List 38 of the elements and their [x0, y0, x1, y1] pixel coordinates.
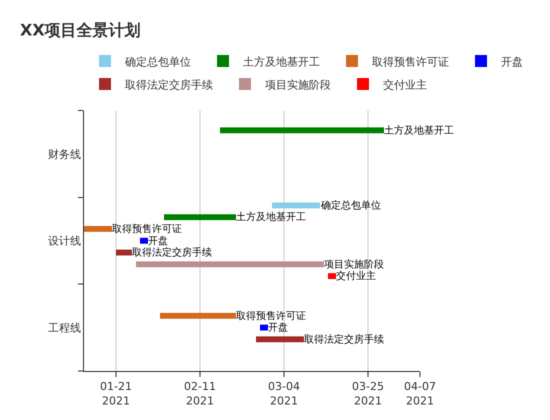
x-tick-label: 01-21 2021: [100, 380, 132, 408]
legend-label: 取得预售许可证: [372, 55, 449, 68]
bar: [256, 336, 304, 342]
data-label: 交付业主: [336, 270, 376, 282]
data-label: 取得预售许可证: [236, 310, 306, 322]
data-label: 取得法定交房手续: [304, 333, 384, 346]
data-label: 开盘: [268, 322, 288, 334]
x-tick-label: 03-04 2021: [268, 380, 300, 408]
bar: [272, 202, 320, 208]
bar: [160, 312, 236, 319]
chart-title: XX项目全景计划: [20, 20, 141, 40]
data-label: 土方及地基开工: [236, 211, 306, 224]
bar: [164, 214, 236, 220]
bar: [136, 261, 324, 268]
data-label: 项目实施阶段: [324, 258, 384, 270]
bar: [84, 226, 112, 232]
x-tick-label: 04-07 2021: [404, 380, 436, 408]
data-label: 取得法定交房手续: [132, 246, 212, 259]
legend-label: 交付业主: [383, 78, 427, 92]
y-tick-label: 财务线: [48, 148, 81, 161]
legend-label: 项目实施阶段: [265, 78, 331, 92]
legend-label: 土方及地基开工: [243, 55, 320, 68]
bar: [220, 127, 384, 134]
data-label: 确定总包单位: [320, 199, 381, 212]
x-tick-label: 02-11 2021: [184, 380, 216, 408]
bar: [116, 250, 132, 256]
y-tick-label: 设计线: [48, 234, 81, 248]
bar: [328, 273, 336, 280]
legend-label: 开盘: [501, 55, 523, 68]
data-label: 开盘: [148, 234, 168, 247]
legend-label: 取得法定交房手续: [125, 78, 213, 92]
data-label: 土方及地基开工: [384, 124, 454, 136]
x-tick-label: 03-25 2021: [352, 380, 384, 408]
bar: [260, 324, 268, 331]
data-label: 取得预售许可证: [112, 222, 182, 235]
y-tick-label: 工程线: [48, 321, 81, 334]
legend-label: 确定总包单位: [124, 55, 191, 68]
bar: [140, 238, 148, 244]
